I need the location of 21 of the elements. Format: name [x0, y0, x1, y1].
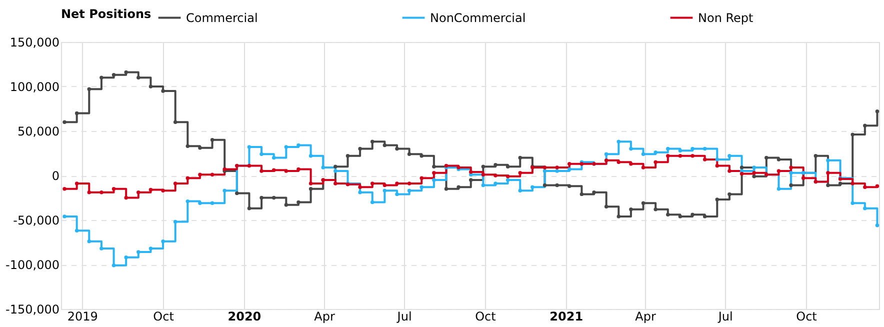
- y-tick-label: 100,000: [10, 80, 60, 94]
- x-tick-label: 2021: [550, 310, 584, 324]
- x-tick-label: Jul: [717, 310, 733, 324]
- y-tick-label: -150,000: [6, 302, 60, 316]
- x-tick-label: Oct: [796, 310, 818, 324]
- legend-label: NonCommercial: [430, 10, 526, 25]
- legend-title: Net Positions: [61, 7, 152, 21]
- x-tick-label: Apr: [635, 310, 656, 324]
- y-tick-label: -100,000: [6, 258, 60, 272]
- legend-label: Non Rept: [698, 10, 754, 25]
- x-tick-label: Apr: [314, 310, 335, 324]
- y-tick-label: 150,000: [10, 36, 60, 50]
- y-tick-label: 0: [52, 169, 60, 183]
- x-tick-label: Oct: [475, 310, 496, 324]
- y-tick-label: 50,000: [18, 124, 60, 138]
- x-tick-label: 2019: [67, 310, 98, 324]
- y-tick-label: -50,000: [13, 214, 60, 228]
- x-tick-label: Oct: [153, 310, 174, 324]
- x-tick-label: 2020: [228, 310, 262, 324]
- legend-label: Commercial: [186, 10, 258, 25]
- x-tick-label: Jul: [396, 310, 412, 324]
